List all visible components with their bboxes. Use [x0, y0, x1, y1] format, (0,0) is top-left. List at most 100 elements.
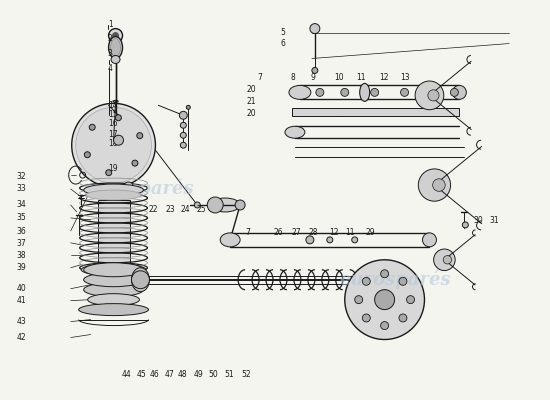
Text: 34: 34	[16, 200, 26, 209]
Circle shape	[433, 179, 445, 191]
Circle shape	[186, 105, 190, 109]
Text: 37: 37	[16, 238, 26, 248]
Ellipse shape	[131, 268, 150, 292]
Ellipse shape	[360, 84, 370, 101]
Ellipse shape	[422, 233, 437, 247]
Text: 22: 22	[149, 206, 158, 214]
Bar	[97, 200, 129, 270]
Circle shape	[194, 202, 200, 208]
Circle shape	[399, 277, 407, 285]
Text: 49: 49	[194, 370, 204, 379]
Text: 48: 48	[178, 370, 187, 379]
Text: 19: 19	[108, 164, 118, 174]
Text: 31: 31	[490, 216, 499, 225]
Bar	[292, 108, 459, 116]
Text: 16: 16	[108, 119, 118, 128]
Circle shape	[207, 197, 223, 213]
Text: 14: 14	[108, 101, 118, 110]
Text: 36: 36	[16, 226, 26, 236]
Ellipse shape	[81, 264, 146, 276]
Text: 38: 38	[16, 250, 26, 260]
Text: 15: 15	[108, 110, 118, 119]
Circle shape	[352, 237, 358, 243]
Circle shape	[415, 81, 444, 110]
Text: 5: 5	[280, 28, 285, 37]
Circle shape	[419, 169, 450, 201]
Text: 18: 18	[108, 139, 117, 148]
Circle shape	[180, 132, 186, 138]
Circle shape	[137, 133, 143, 139]
Circle shape	[306, 236, 314, 244]
Ellipse shape	[210, 198, 240, 212]
Text: 20: 20	[246, 85, 256, 94]
Text: 12: 12	[379, 73, 389, 82]
Ellipse shape	[289, 85, 311, 99]
Text: 10: 10	[334, 73, 344, 82]
Text: 41: 41	[16, 296, 26, 305]
Text: 45: 45	[137, 370, 147, 379]
Text: 50: 50	[208, 370, 218, 379]
Circle shape	[131, 271, 150, 289]
Circle shape	[113, 32, 119, 38]
Circle shape	[106, 170, 112, 176]
Circle shape	[355, 296, 362, 304]
Circle shape	[132, 160, 138, 166]
Text: 33: 33	[16, 184, 26, 193]
Circle shape	[381, 270, 389, 278]
Text: 24: 24	[181, 206, 190, 214]
Ellipse shape	[84, 263, 144, 277]
Circle shape	[406, 296, 415, 304]
Text: 29: 29	[365, 228, 375, 237]
Circle shape	[89, 124, 95, 130]
Text: 7: 7	[245, 228, 250, 237]
Text: 13: 13	[400, 73, 410, 82]
Circle shape	[381, 322, 389, 330]
Circle shape	[108, 28, 123, 42]
Text: eurosparés: eurosparés	[340, 270, 452, 290]
Circle shape	[399, 314, 407, 322]
Text: 28: 28	[309, 228, 318, 237]
Ellipse shape	[220, 233, 240, 247]
Ellipse shape	[84, 184, 144, 196]
Text: 51: 51	[224, 370, 234, 379]
Text: 21: 21	[246, 97, 256, 106]
Circle shape	[371, 88, 378, 96]
Circle shape	[310, 24, 320, 34]
Text: 44: 44	[122, 370, 131, 379]
Circle shape	[235, 200, 245, 210]
Circle shape	[76, 107, 151, 183]
Text: 11: 11	[356, 73, 366, 82]
Circle shape	[362, 314, 370, 322]
Text: 30: 30	[474, 216, 483, 225]
Ellipse shape	[87, 294, 140, 306]
Circle shape	[124, 182, 134, 192]
Text: 23: 23	[166, 206, 175, 214]
Text: 7: 7	[257, 73, 262, 82]
Ellipse shape	[79, 304, 148, 316]
Circle shape	[400, 88, 409, 96]
Circle shape	[450, 88, 458, 96]
Circle shape	[72, 103, 156, 187]
Circle shape	[180, 122, 186, 128]
Text: 3: 3	[108, 49, 113, 58]
Circle shape	[345, 260, 425, 340]
Text: 40: 40	[16, 284, 26, 293]
Circle shape	[341, 88, 349, 96]
Text: 12: 12	[329, 228, 338, 237]
Ellipse shape	[86, 190, 141, 200]
Text: 42: 42	[16, 333, 26, 342]
Text: 25: 25	[196, 206, 206, 214]
Ellipse shape	[285, 126, 305, 138]
Circle shape	[316, 88, 324, 96]
Circle shape	[113, 135, 124, 145]
Text: 6: 6	[280, 39, 285, 48]
Text: 11: 11	[345, 228, 355, 237]
Ellipse shape	[84, 283, 144, 297]
Text: 2: 2	[108, 34, 113, 43]
Circle shape	[362, 277, 370, 285]
Circle shape	[428, 90, 439, 101]
Circle shape	[327, 237, 333, 243]
Circle shape	[426, 88, 433, 96]
Circle shape	[84, 152, 90, 158]
Text: 20: 20	[246, 109, 256, 118]
